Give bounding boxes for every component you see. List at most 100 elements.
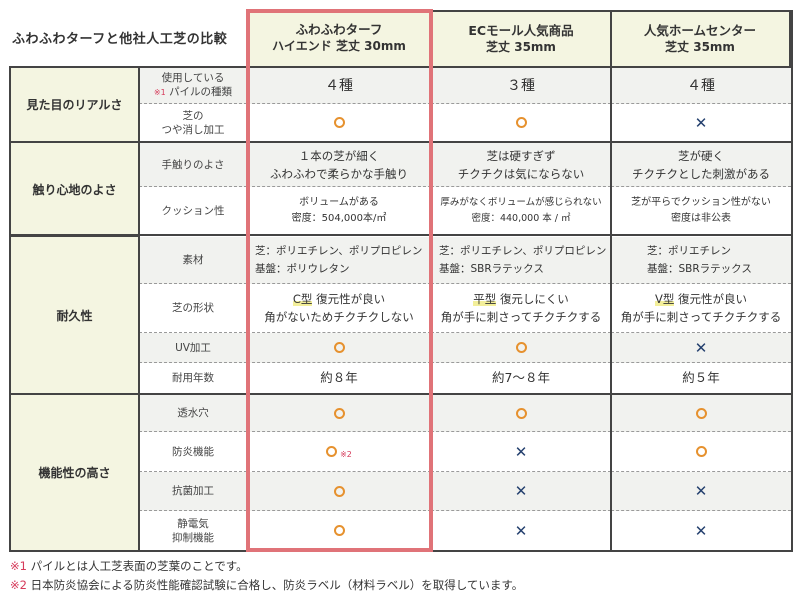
- label-line1: 使用している: [161, 72, 225, 84]
- value-cell: [247, 472, 431, 511]
- value-line2: 基盤：SBRラテックス: [439, 263, 544, 275]
- value-cell: [431, 333, 611, 363]
- value-line1: 芝：ポリエチレン、ポリプロピレン: [255, 245, 423, 257]
- cross-icon: ✕: [514, 442, 528, 461]
- column-header-line2: 芝丈 35mm: [486, 40, 556, 54]
- divider: [9, 66, 793, 68]
- value-cell: ボリュームがある 密度：504,000本/㎡: [247, 187, 431, 234]
- category-touch: 触り心地のよさ: [9, 141, 139, 237]
- value-cell: ４種: [247, 68, 431, 104]
- value-line2: 角がないためチクチクしない: [264, 310, 414, 324]
- value-cell: 芝が硬く チクチクとした刺激がある: [611, 143, 791, 187]
- label-line2: パイルの種類: [169, 86, 233, 98]
- footnote-2: ※2 日本防炎協会による防炎性能確認試験に合格し、防炎ラベル（材料ラベル）を取得…: [10, 577, 523, 593]
- circle-icon: [333, 525, 345, 536]
- value-cell: 厚みがなくボリュームが感じられない 密度：440,000 本 / ㎡: [431, 187, 611, 234]
- row-label-flame-retardant: 防炎機能: [139, 432, 247, 472]
- value-line1: 芝：ポリエチレン: [647, 245, 731, 257]
- row-label-shape: 芝の形状: [139, 284, 247, 333]
- value-cell: 平型 復元しにくい角が手に刺さってチクチクする: [431, 284, 611, 333]
- column-header-line1: ふわふわターフ: [295, 22, 383, 37]
- cross-icon: ✕: [514, 482, 528, 500]
- divider: [9, 234, 793, 236]
- label-line2: 抑制機能: [172, 531, 214, 544]
- divider: [610, 10, 612, 552]
- row-label-antistatic: 静電気 抑制機能: [139, 511, 247, 550]
- column-header-ec-mall: ECモール人気商品 芝丈 35mm: [431, 10, 611, 66]
- category-appearance: 見た目のリアルさ: [9, 66, 139, 143]
- value-line2: 密度：440,000 本 / ㎡: [471, 212, 571, 224]
- row-label-matte-finish: 芝の つや消し加工: [139, 104, 247, 141]
- value-line2: 密度：504,000本/㎡: [291, 212, 387, 224]
- cross-icon: ✕: [694, 482, 708, 500]
- value-cell: [611, 395, 791, 432]
- column-header-line1: 人気ホームセンター: [643, 23, 757, 38]
- value-cell: 芝：ポリエチレン、ポリプロピレン 基盤：ポリウレタン: [247, 237, 431, 284]
- row-label-drainage: 透水穴: [139, 395, 247, 432]
- value-cell: 約7～８年: [431, 363, 611, 393]
- value-cell: V型 復元性が良い角が手に刺さってチクチクする: [611, 284, 791, 333]
- value-line1: 復元性が良い: [316, 292, 386, 306]
- value-cell: 芝は硬すぎずチクチクは気にならない: [431, 143, 611, 187]
- value-line1: ボリュームがある: [299, 196, 379, 208]
- shape-type: C型: [292, 292, 313, 306]
- row-label-touch: 手触りのよさ: [139, 143, 247, 187]
- value-cell: ４種: [611, 68, 791, 104]
- circle-icon: [515, 342, 527, 353]
- value-cell: ✕: [611, 511, 791, 550]
- shape-type: V型: [654, 292, 675, 306]
- value-line2: 基盤：ポリウレタン: [255, 263, 350, 275]
- footnote-mark: ※2: [10, 578, 27, 592]
- circle-icon: [333, 485, 345, 497]
- value-cell: ３種: [431, 68, 611, 104]
- label-line1: 静電気: [177, 517, 209, 530]
- value-cell: [247, 395, 431, 432]
- value-line1: 芝が平らでクッション性がない: [631, 196, 771, 208]
- category-functionality: 機能性の高さ: [9, 393, 139, 552]
- page-title: ふわふわターフと他社人工芝の比較: [12, 32, 228, 47]
- cross-icon: ✕: [694, 113, 708, 132]
- value-cell: ✕: [611, 472, 791, 511]
- value-cell: 約５年: [611, 363, 791, 393]
- shape-type: 平型: [473, 292, 497, 306]
- footnote-mark: ※2: [340, 449, 352, 459]
- value-cell: [611, 432, 791, 472]
- value-cell: [247, 104, 431, 141]
- circle-icon: [333, 407, 345, 419]
- row-label-lifespan: 耐用年数: [139, 363, 247, 393]
- value-cell: [431, 104, 611, 141]
- value-line2: ふわふわで柔らかな手触り: [270, 166, 408, 181]
- value-line1: 復元しにくい: [499, 292, 569, 306]
- footnote-text: 日本防炎協会による防炎性能確認試験に合格し、防炎ラベル（材料ラベル）を取得してい…: [30, 578, 524, 592]
- column-header-line2: 芝丈 35mm: [665, 40, 735, 54]
- value-line1: 芝が硬く: [678, 148, 724, 163]
- value-cell: ※2: [247, 432, 431, 472]
- divider: [9, 393, 793, 395]
- value-line2: 角が手に刺さってチクチクする: [440, 310, 602, 324]
- column-header-line1: ECモール人気商品: [468, 23, 574, 38]
- column-header-home-center: 人気ホームセンター 芝丈 35mm: [611, 10, 791, 66]
- divider: [138, 66, 140, 552]
- value-cell: ✕: [611, 104, 791, 141]
- cross-icon: ✕: [694, 521, 708, 540]
- highlight-frame: [246, 9, 433, 552]
- cross-icon: ✕: [694, 338, 708, 357]
- value-line2: 角が手に刺さってチクチクする: [620, 310, 782, 324]
- divider: [791, 10, 793, 552]
- category-durability: 耐久性: [9, 235, 139, 395]
- value-line1: 芝：ポリエチレン、ポリプロピレン: [439, 245, 607, 257]
- value-line2: 密度は非公表: [671, 212, 731, 224]
- value-line1: １本の芝が細く: [298, 148, 380, 163]
- row-label-antibacterial: 抗菌加工: [139, 472, 247, 511]
- column-header-line2: ハイエンド 芝丈 30mm: [272, 39, 406, 53]
- value-line2: チクチクは気にならない: [457, 166, 585, 181]
- circle-icon: [695, 446, 707, 457]
- value-cell: [247, 333, 431, 363]
- footnote-mark: ※1: [10, 559, 27, 573]
- column-header-fuwafuwa: ふわふわターフ ハイエンド 芝丈 30mm: [247, 10, 431, 66]
- value-cell: 約８年: [247, 363, 431, 393]
- value-line1: 芝は硬すぎず: [486, 148, 556, 163]
- circle-icon: [695, 407, 707, 419]
- row-label-uv: UV加工: [139, 333, 247, 363]
- value-line1: 復元性が良い: [678, 292, 748, 306]
